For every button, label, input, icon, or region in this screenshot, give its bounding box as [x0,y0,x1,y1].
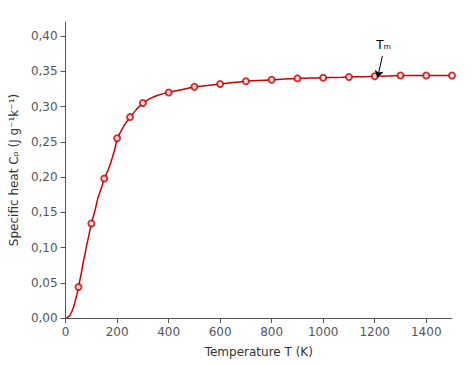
svg-text:Temperature T (K): Temperature T (K) [204,345,313,359]
svg-text:0,10: 0,10 [31,241,58,255]
svg-text:0,30: 0,30 [31,100,58,114]
svg-text:1400: 1400 [411,325,442,339]
svg-text:0,40: 0,40 [31,29,58,43]
svg-text:800: 800 [260,325,283,339]
svg-text:1200: 1200 [359,325,390,339]
svg-text:400: 400 [157,325,180,339]
svg-text:1000: 1000 [308,325,339,339]
svg-text:0,25: 0,25 [31,135,58,149]
svg-text:0,00: 0,00 [31,311,58,325]
svg-text:Tₘ: Tₘ [375,38,391,52]
svg-text:200: 200 [106,325,129,339]
svg-text:0,35: 0,35 [31,64,58,78]
svg-text:600: 600 [209,325,232,339]
svg-text:0,15: 0,15 [31,205,58,219]
svg-text:0,05: 0,05 [31,276,58,290]
svg-text:0,20: 0,20 [31,170,58,184]
svg-text:Specific heat Cₚ (J g⁻¹k⁻¹): Specific heat Cₚ (J g⁻¹k⁻¹) [7,94,21,246]
svg-text:0: 0 [62,325,70,339]
